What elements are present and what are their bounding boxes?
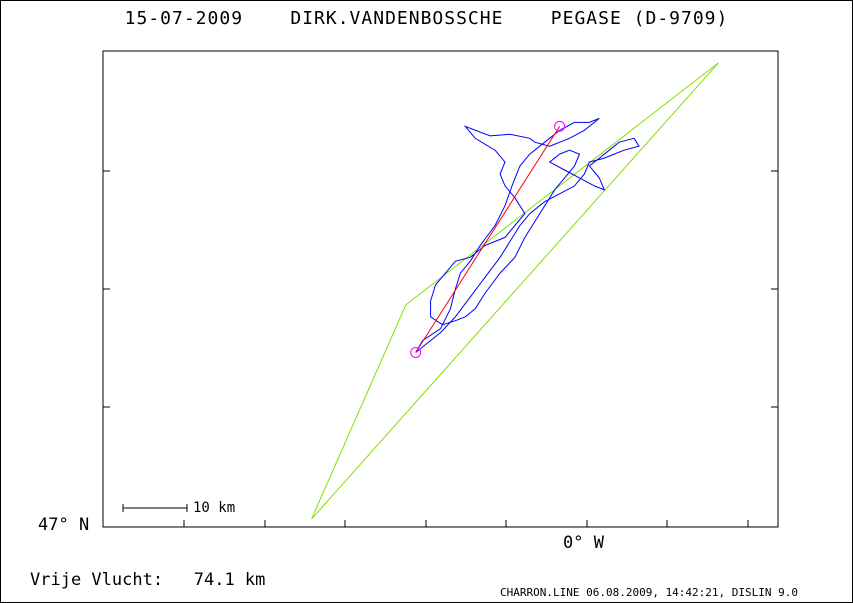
scale-bar-label: 10 km — [193, 500, 236, 516]
plot-area — [102, 50, 779, 528]
turnpoint-marker — [410, 347, 422, 358]
scale-bar — [122, 504, 188, 512]
latitude-label: 47° N — [38, 515, 90, 535]
sector-line — [311, 62, 719, 520]
course-line — [415, 126, 561, 353]
longitude-label: 0° W — [563, 533, 604, 553]
turnpoint-marker — [554, 120, 566, 132]
footer-info: CHARRON.LINE 06.08.2009, 14:42:21, DISLI… — [500, 586, 799, 599]
free-flight-distance: Vrije Vlucht: 74.1 km — [30, 570, 266, 590]
plot-marks — [311, 62, 719, 520]
track-line — [415, 117, 640, 353]
axis-ticks — [102, 170, 778, 527]
chart-title: 15-07-2009 DIRK.VANDENBOSSCHE PEGASE (D-… — [124, 8, 729, 29]
